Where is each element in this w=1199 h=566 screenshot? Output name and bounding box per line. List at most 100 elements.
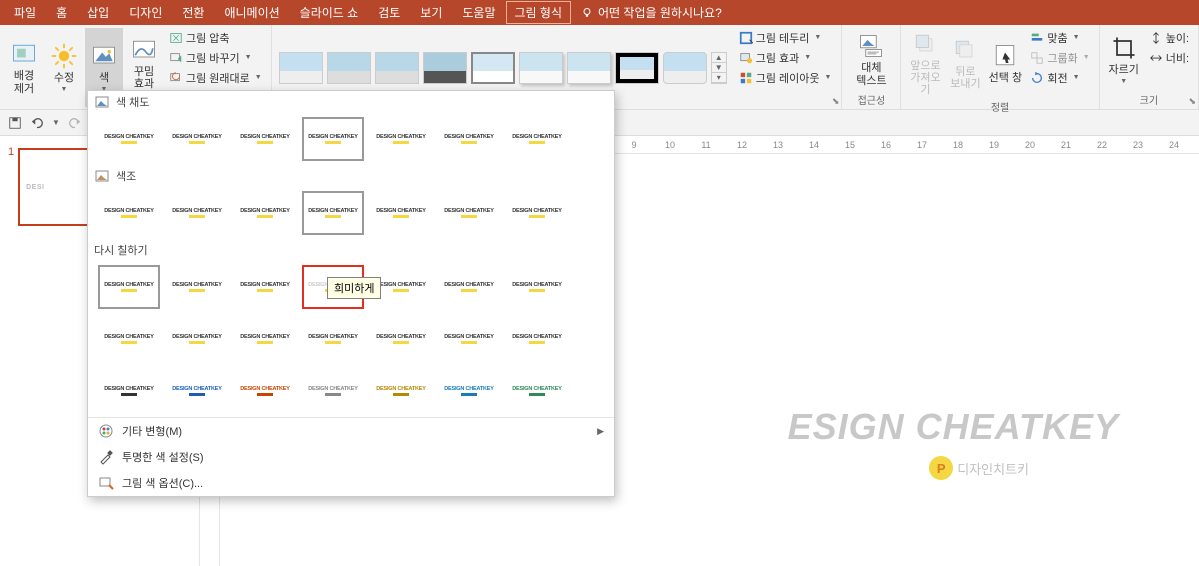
send-back-button[interactable]: 뒤로 보내기: [946, 28, 984, 98]
compress-button[interactable]: 그림 압축: [165, 28, 266, 47]
rotate-button[interactable]: 회전▼: [1026, 68, 1093, 87]
reset-pic-button[interactable]: 그림 원래대로▼: [165, 68, 266, 87]
color-thumb[interactable]: DESIGN CHEATKEY: [98, 317, 160, 361]
remove-bg-label: 배경 제거: [14, 70, 34, 94]
color-thumb[interactable]: DESIGN CHEATKEY: [166, 117, 228, 161]
align-button[interactable]: 맞춤▼: [1026, 28, 1093, 47]
style-thumb-5[interactable]: [471, 52, 515, 84]
crop-button[interactable]: 자르기 ▼: [1105, 28, 1143, 91]
color-thumb[interactable]: DESIGN CHEATKEY: [98, 191, 160, 235]
color-thumb[interactable]: DESIGN CHEATKEY: [234, 317, 296, 361]
color-thumb[interactable]: DESIGN CHEATKEY: [234, 369, 296, 413]
title-bar: 파일 홈 삽입 디자인 전환 애니메이션 슬라이드 쇼 검토 보기 도움말 그림…: [0, 0, 1199, 25]
style-thumb-3[interactable]: [375, 52, 419, 84]
color-thumb[interactable]: DESIGN CHEATKEY: [370, 191, 432, 235]
color-thumb[interactable]: DESIGN CHEATKEY: [438, 265, 500, 309]
style-thumb-4[interactable]: [423, 52, 467, 84]
color-thumb[interactable]: DESIGN CHEATKEY: [234, 191, 296, 235]
tab-slideshow[interactable]: 슬라이드 쇼: [290, 0, 369, 25]
color-thumb[interactable]: DESIGN CHEATKEY: [506, 317, 568, 361]
height-input[interactable]: 높이:: [1145, 28, 1193, 47]
more-variants-label: 기타 변형(M): [122, 423, 182, 439]
style-thumb-7[interactable]: [567, 52, 611, 84]
tab-home[interactable]: 홈: [46, 0, 77, 25]
color-thumb[interactable]: DESIGN CHEATKEY: [98, 117, 160, 161]
color-thumb[interactable]: DESIGN CHEATKEY: [438, 117, 500, 161]
style-thumb-6[interactable]: [519, 52, 563, 84]
tab-view[interactable]: 보기: [410, 0, 452, 25]
saturation-header: 색 채도: [88, 91, 614, 113]
corrections-label: 수정: [54, 72, 74, 84]
size-launcher[interactable]: ⬊: [1188, 96, 1196, 107]
color-thumb[interactable]: DESIGN CHEATKEY: [302, 317, 364, 361]
color-thumb[interactable]: DESIGN CHEATKEY: [302, 369, 364, 413]
width-icon: [1149, 51, 1163, 65]
transparent-color-item[interactable]: 투명한 색 설정(S): [88, 444, 614, 470]
color-thumb[interactable]: DESIGN CHEATKEY: [438, 317, 500, 361]
group-accessibility: 대체 텍스트 접근성: [842, 25, 901, 109]
color-thumb[interactable]: DESIGN CHEATKEY: [234, 117, 296, 161]
picture-color-icon: [90, 42, 118, 70]
rotate-icon: [1030, 71, 1044, 85]
styles-launcher[interactable]: ⬊: [832, 96, 840, 107]
color-thumb[interactable]: DESIGN CHEATKEY: [370, 369, 432, 413]
pic-border-button[interactable]: 그림 테두리▼: [735, 28, 836, 47]
color-thumb[interactable]: DESIGN CHEATKEY: [370, 117, 432, 161]
width-input[interactable]: 너비:: [1145, 48, 1193, 67]
crop-icon: [1110, 34, 1138, 62]
design-cheatkey-sub: P 디자인치트키: [929, 456, 1029, 480]
tab-animation[interactable]: 애니메이션: [214, 0, 289, 25]
group-button[interactable]: 그룹화▼: [1026, 48, 1093, 67]
color-thumb[interactable]: DESIGN CHEATKEY: [506, 191, 568, 235]
tone-label: 색조: [116, 168, 136, 184]
border-icon: [739, 31, 753, 45]
style-thumb-8[interactable]: [615, 52, 659, 84]
remove-bg-button[interactable]: 배경 제거: [5, 28, 43, 107]
color-thumb[interactable]: DESIGN CHEATKEY: [506, 265, 568, 309]
corrections-button[interactable]: 수정 ▼: [45, 28, 83, 107]
color-thumb[interactable]: DESIGN CHEATKEY: [438, 369, 500, 413]
tab-help[interactable]: 도움말: [452, 0, 505, 25]
tab-insert[interactable]: 삽입: [77, 0, 119, 25]
bring-forward-button[interactable]: 앞으로 가져오기: [906, 28, 944, 98]
tab-picture-format[interactable]: 그림 형식: [506, 1, 572, 24]
align-label: 맞춤: [1047, 30, 1067, 46]
color-thumb[interactable]: DESIGN CHEATKEY: [234, 265, 296, 309]
pic-effects-button[interactable]: 그림 효과▼: [735, 48, 836, 67]
style-thumb-2[interactable]: [327, 52, 371, 84]
rotate-label: 회전: [1047, 70, 1067, 86]
alt-text-button[interactable]: 대체 텍스트: [847, 28, 895, 91]
save-icon[interactable]: [8, 116, 22, 130]
more-variants-item[interactable]: 기타 변형(M) ▶: [88, 418, 614, 444]
tab-file[interactable]: 파일: [4, 0, 46, 25]
color-thumb[interactable]: DESIGN CHEATKEY: [302, 117, 364, 161]
style-thumb-1[interactable]: [279, 52, 323, 84]
style-thumb-9[interactable]: [663, 52, 707, 84]
color-thumb[interactable]: DESIGN CHEATKEY: [506, 117, 568, 161]
undo-icon[interactable]: [30, 116, 44, 130]
redo-icon[interactable]: [68, 116, 82, 130]
color-thumb[interactable]: DESIGN CHEATKEY: [166, 265, 228, 309]
change-pic-button[interactable]: 그림 바꾸기▼: [165, 48, 266, 67]
color-thumb[interactable]: DESIGN CHEATKEY: [166, 369, 228, 413]
artistic-icon: [130, 36, 158, 64]
tab-review[interactable]: 검토: [368, 0, 410, 25]
color-thumb[interactable]: DESIGN CHEATKEY: [166, 191, 228, 235]
color-thumb[interactable]: DESIGN CHEATKEY: [438, 191, 500, 235]
color-options-item[interactable]: 그림 색 옵션(C)...: [88, 470, 614, 496]
color-thumb[interactable]: DESIGN CHEATKEY: [370, 317, 432, 361]
pic-layout-button[interactable]: 그림 레이아웃▼: [735, 68, 836, 87]
slide-number: 1: [8, 146, 14, 226]
selection-pane-button[interactable]: 선택 창: [986, 28, 1024, 98]
color-thumb[interactable]: DESIGN CHEATKEY: [506, 369, 568, 413]
bring-fwd-icon: [911, 30, 939, 58]
change-pic-label: 그림 바꾸기: [186, 50, 240, 66]
color-thumb[interactable]: DESIGN CHEATKEY: [302, 191, 364, 235]
color-thumb[interactable]: DESIGN CHEATKEY: [166, 317, 228, 361]
tell-me[interactable]: 어떤 작업을 원하시나요?: [581, 4, 722, 21]
gallery-expand[interactable]: ▲▼▾: [711, 52, 727, 84]
color-thumb[interactable]: DESIGN CHEATKEY: [98, 265, 160, 309]
tab-transition[interactable]: 전환: [172, 0, 214, 25]
tab-design[interactable]: 디자인: [119, 0, 172, 25]
color-thumb[interactable]: DESIGN CHEATKEY: [98, 369, 160, 413]
